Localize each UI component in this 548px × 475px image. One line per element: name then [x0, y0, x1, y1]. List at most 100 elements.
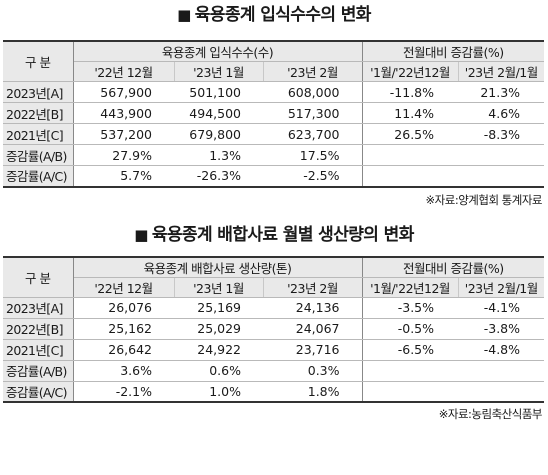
table-cell [362, 360, 459, 382]
row-label: 2022년[B] [3, 102, 74, 124]
table2-section: ■ 육용종계 배합사료 월별 생산량의 변화 구 분 육용종계 배합사료 생산량(… [0, 224, 548, 423]
table-cell: 608,000 [263, 81, 363, 103]
table2-title-row: ■ 육용종계 배합사료 월별 생산량의 변화 [0, 224, 548, 246]
table-cell: -6.5% [362, 339, 459, 361]
row-label: 증감률(A/B) [3, 144, 74, 166]
table-cell: 11.4% [362, 102, 459, 124]
table-cell: 517,300 [263, 102, 363, 124]
table-cell: 24,922 [174, 339, 263, 361]
table-cell: -8.3% [458, 123, 545, 145]
table1-corner: 구 분 [3, 40, 74, 82]
table-cell: 3.6% [73, 360, 174, 382]
col-header: '22년 12월 [73, 277, 175, 298]
table2-group-left: 육용종계 배합사료 생산량(톤) [73, 255, 363, 278]
col-header: '23년 2월 [263, 61, 363, 82]
table-cell: 25,162 [73, 318, 174, 340]
table-cell: -3.5% [362, 297, 459, 319]
table-cell: 21.3% [458, 81, 545, 103]
table1-title-row: ■ 육용종계 입식수수의 변화 [0, 4, 548, 26]
table2-group-right: 전월대비 증감률(%) [362, 255, 545, 278]
table-cell: 567,900 [73, 81, 174, 103]
table-cell: 23,716 [263, 339, 363, 361]
table1-group-right: 전월대비 증감률(%) [362, 40, 545, 62]
col-header: '23년 1월 [174, 277, 264, 298]
col-header: '1월/'22년12월 [362, 277, 459, 298]
table-cell: 26,076 [73, 297, 174, 319]
table-cell: -2.1% [73, 381, 174, 403]
row-label: 2021년[C] [3, 123, 74, 145]
table-cell: 537,200 [73, 123, 174, 145]
table-cell: 26,642 [73, 339, 174, 361]
col-header: '23년 1월 [174, 61, 264, 82]
table-row: 증감률(A/B) 3.6% 0.6% 0.3% [3, 360, 545, 382]
table-cell [458, 360, 545, 382]
table-cell: 494,500 [174, 102, 263, 124]
table2: 구 분 육용종계 배합사료 생산량(톤) 전월대비 증감률(%) '22년 12… [3, 255, 545, 403]
table-row: 2021년[C] 537,200 679,800 623,700 26.5% -… [3, 123, 545, 145]
table-cell: -0.5% [362, 318, 459, 340]
col-header: '23년 2월/1월 [458, 277, 545, 298]
table2-col-header: '22년 12월 '23년 1월 '23년 2월 '1월/'22년12월 '23… [3, 277, 545, 298]
table-cell: 1.3% [174, 144, 263, 166]
table-row: 증감률(A/B) 27.9% 1.3% 17.5% [3, 144, 545, 166]
row-label: 증감률(A/C) [3, 381, 74, 403]
row-label: 증감률(A/B) [3, 360, 74, 382]
col-header: '23년 2월/1월 [458, 61, 545, 82]
table-row: 2023년[A] 567,900 501,100 608,000 -11.8% … [3, 81, 545, 103]
table-cell: -4.8% [458, 339, 545, 361]
table-cell: 24,136 [263, 297, 363, 319]
table-cell: 679,800 [174, 123, 263, 145]
table-cell: 25,029 [174, 318, 263, 340]
table-cell [362, 144, 459, 166]
table-row: 2022년[B] 443,900 494,500 517,300 11.4% 4… [3, 102, 545, 124]
table-row: 2021년[C] 26,642 24,922 23,716 -6.5% -4.8… [3, 339, 545, 361]
table-cell [458, 144, 545, 166]
table-cell: 0.3% [263, 360, 363, 382]
row-label: 2022년[B] [3, 318, 74, 340]
table2-group-header: 구 분 육용종계 배합사료 생산량(톤) 전월대비 증감률(%) [3, 255, 545, 298]
table1-title: 육용종계 입식수수의 변화 [194, 5, 372, 25]
table-cell: -2.5% [263, 165, 363, 188]
table1-group-header: 구 분 육용종계 입식수수(수) 전월대비 증감률(%) [3, 40, 545, 82]
row-label: 2021년[C] [3, 339, 74, 361]
table-cell: -3.8% [458, 318, 545, 340]
table-cell: -11.8% [362, 81, 459, 103]
table-cell: 1.8% [263, 381, 363, 403]
row-label: 2023년[A] [3, 81, 74, 103]
table-cell: 17.5% [263, 144, 363, 166]
table2-title: 육용종계 배합사료 월별 생산량의 변화 [151, 224, 415, 245]
row-label: 증감률(A/C) [3, 165, 74, 188]
table-row: 증감률(A/C) 5.7% -26.3% -2.5% [3, 165, 545, 188]
table1-col-header: '22년 12월 '23년 1월 '23년 2월 '1월/'22년12월 '23… [3, 61, 545, 82]
table-cell: 623,700 [263, 123, 363, 145]
table-cell: 4.6% [458, 102, 545, 124]
table-row: 증감률(A/C) -2.1% 1.0% 1.8% [3, 381, 545, 403]
table-cell [458, 165, 545, 188]
col-header: '23년 2월 [263, 277, 363, 298]
table1-source: ※자료:양계협회 통계자료 [425, 192, 543, 207]
table-cell [458, 381, 545, 403]
table-cell: 27.9% [73, 144, 174, 166]
table-cell: 5.7% [73, 165, 174, 188]
table-row: 2022년[B] 25,162 25,029 24,067 -0.5% -3.8… [3, 318, 545, 340]
table1: 구 분 육용종계 입식수수(수) 전월대비 증감률(%) '22년 12월 '2… [3, 40, 545, 188]
row-label: 2023년[A] [3, 297, 74, 319]
table-row: 2023년[A] 26,076 25,169 24,136 -3.5% -4.1… [3, 297, 545, 319]
table-cell: 501,100 [174, 81, 263, 103]
table-cell [362, 381, 459, 403]
table-cell: 443,900 [73, 102, 174, 124]
table1-group-left: 육용종계 입식수수(수) [73, 40, 363, 62]
table-cell: 1.0% [174, 381, 263, 403]
table2-corner: 구 분 [3, 255, 74, 298]
square-bullet-icon: ■ [177, 6, 191, 24]
table-cell: 24,067 [263, 318, 363, 340]
col-header: '1월/'22년12월 [362, 61, 459, 82]
table-cell: 25,169 [174, 297, 263, 319]
col-header: '22년 12월 [73, 61, 175, 82]
table-cell: -26.3% [174, 165, 263, 188]
table-cell [362, 165, 459, 188]
table2-source: ※자료:농림축산식품부 [438, 407, 543, 421]
table1-section: ■ 육용종계 입식수수의 변화 구 분 육용종계 입식수수(수) 전월대비 증감률… [0, 4, 548, 208]
table-cell: -4.1% [458, 297, 545, 319]
square-bullet-icon: ■ [134, 225, 148, 244]
